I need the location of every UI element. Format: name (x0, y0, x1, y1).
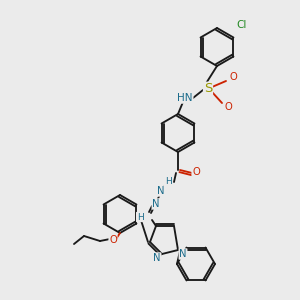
Text: H: H (136, 212, 143, 221)
Text: O: O (109, 235, 117, 245)
Text: H: H (165, 178, 171, 187)
Text: N: N (157, 186, 165, 196)
Text: O: O (224, 102, 232, 112)
Text: HN: HN (177, 93, 193, 103)
Text: O: O (229, 72, 237, 82)
Text: O: O (192, 167, 200, 177)
Text: S: S (204, 82, 212, 95)
Text: Cl: Cl (237, 20, 247, 30)
Text: N: N (179, 249, 187, 259)
Text: N: N (152, 199, 160, 209)
Text: N: N (153, 253, 161, 263)
